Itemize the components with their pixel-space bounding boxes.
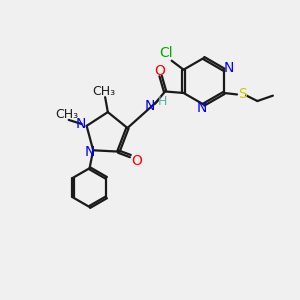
Text: N: N — [223, 61, 234, 75]
Text: N: N — [197, 101, 207, 115]
Text: O: O — [131, 154, 142, 168]
Text: CH₃: CH₃ — [56, 108, 79, 121]
Text: H: H — [158, 95, 167, 108]
Text: N: N — [76, 117, 86, 131]
Text: CH₃: CH₃ — [93, 85, 116, 98]
Text: N: N — [84, 145, 95, 159]
Text: S: S — [238, 88, 247, 101]
Text: Cl: Cl — [160, 46, 173, 60]
Text: N: N — [145, 98, 155, 112]
Text: O: O — [154, 64, 165, 78]
